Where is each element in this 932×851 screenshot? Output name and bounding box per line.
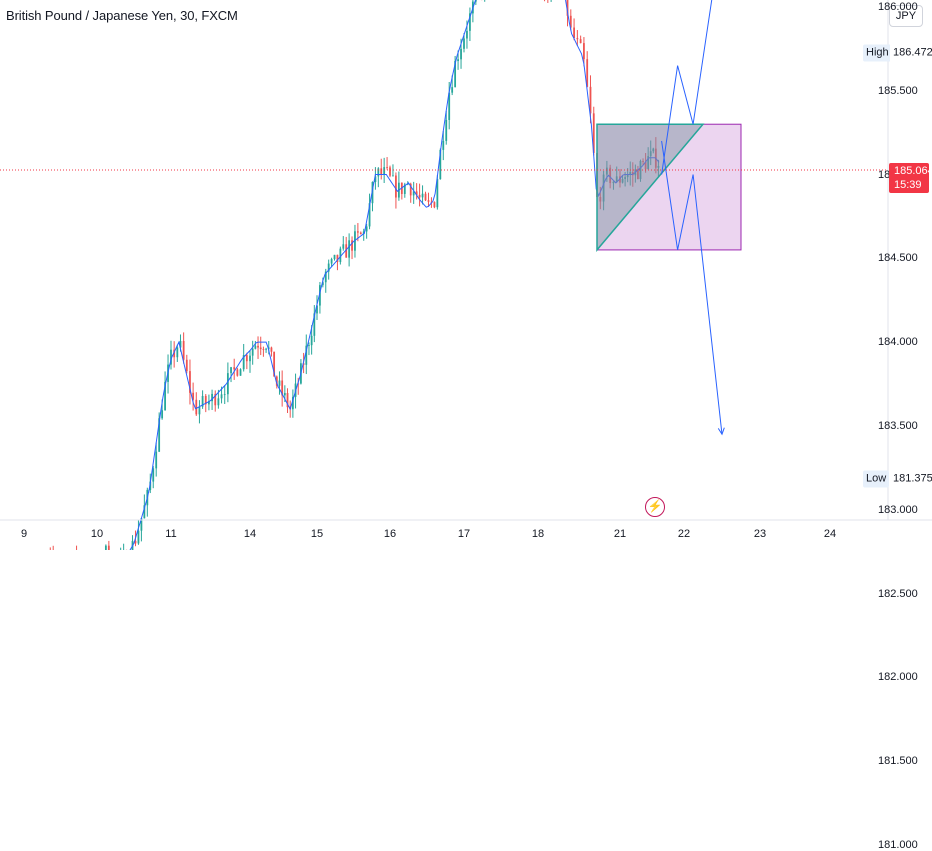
candle	[351, 236, 353, 259]
candle	[195, 392, 197, 416]
candle	[233, 359, 235, 380]
candle	[425, 192, 427, 201]
candles-layer	[26, 0, 659, 550]
candle	[337, 255, 339, 271]
candle	[260, 337, 262, 355]
candle	[386, 157, 388, 170]
candle	[192, 383, 194, 411]
high-label: High	[863, 45, 892, 62]
candle	[434, 201, 436, 208]
candle	[580, 36, 582, 44]
candle	[334, 255, 336, 261]
moving-average-line	[24, 0, 659, 550]
candle	[138, 520, 140, 545]
candle	[108, 541, 110, 550]
candle	[419, 184, 421, 207]
price-chart[interactable]	[0, 0, 932, 550]
time-tick-label: 15	[311, 528, 323, 540]
candle	[186, 355, 188, 374]
price-tick-label: 182.000	[878, 671, 918, 683]
candle	[348, 233, 350, 266]
low-label: Low	[863, 471, 889, 488]
candle	[123, 544, 125, 550]
candle	[202, 390, 204, 409]
candle	[230, 367, 232, 382]
candle	[105, 544, 107, 550]
candle	[308, 342, 310, 355]
candle	[401, 182, 403, 199]
price-tick-label: 184.000	[878, 336, 918, 348]
low-value: 181.375	[890, 471, 932, 488]
candle	[484, 0, 486, 2]
time-tick-label: 17	[458, 528, 470, 540]
candle	[281, 370, 283, 406]
time-tick-label: 22	[678, 528, 690, 540]
candle	[199, 400, 201, 423]
price-tick-label: 182.500	[878, 588, 918, 600]
candle	[214, 390, 216, 411]
candle	[422, 185, 424, 204]
price-tick-label: 181.500	[878, 755, 918, 767]
candle	[413, 182, 415, 204]
time-tick-label: 23	[754, 528, 766, 540]
candle	[252, 341, 254, 365]
time-tick-label: 21	[614, 528, 626, 540]
candle	[240, 368, 242, 376]
candle	[236, 368, 238, 377]
time-tick-label: 9	[21, 528, 27, 540]
price-tick-label: 186.000	[878, 1, 918, 13]
candle	[428, 193, 430, 207]
last-price-tag: 185.064 15:39	[889, 163, 929, 193]
candle	[287, 388, 289, 413]
candle	[189, 360, 191, 405]
candle	[263, 347, 265, 357]
candle	[342, 236, 344, 251]
time-tick-label: 14	[244, 528, 256, 540]
candle	[360, 231, 362, 234]
candle	[550, 0, 552, 2]
candle	[52, 546, 54, 550]
last-price-value: 185.064	[894, 164, 929, 178]
candle	[345, 237, 347, 258]
candle	[249, 350, 251, 373]
candle	[146, 488, 148, 517]
candle	[271, 347, 273, 357]
candle	[380, 159, 382, 180]
symbol-title[interactable]: British Pound / Japanese Yen, 30, FXCM	[6, 8, 238, 23]
candle	[469, 8, 471, 42]
bar-countdown: 15:39	[894, 178, 929, 192]
price-tick-label: 183.500	[878, 420, 918, 432]
high-value: 186.472	[890, 45, 932, 62]
candle	[319, 282, 321, 314]
candle	[76, 546, 78, 550]
candle	[389, 166, 391, 178]
time-tick-label: 11	[165, 528, 176, 540]
candle	[416, 183, 418, 199]
candle	[398, 171, 400, 200]
time-tick-label: 18	[532, 528, 544, 540]
candle	[257, 336, 259, 359]
candle	[279, 371, 281, 394]
time-tick-label: 10	[91, 528, 103, 540]
time-tick-label: 16	[384, 528, 396, 540]
candle	[170, 341, 172, 370]
candle	[265, 348, 267, 353]
event-flash-icon[interactable]: ⚡	[645, 497, 665, 517]
price-tick-label: 184.500	[878, 252, 918, 264]
price-tick-label: 183.000	[878, 504, 918, 516]
price-tick-label: 181.000	[878, 839, 918, 851]
moving-average-layer	[24, 0, 659, 550]
time-tick-label: 24	[824, 528, 836, 540]
candle	[544, 0, 546, 1]
candle	[224, 385, 226, 404]
price-tick-label: 185.500	[878, 85, 918, 97]
drawings-layer	[597, 0, 741, 434]
candle	[547, 0, 549, 3]
candle	[313, 305, 315, 342]
